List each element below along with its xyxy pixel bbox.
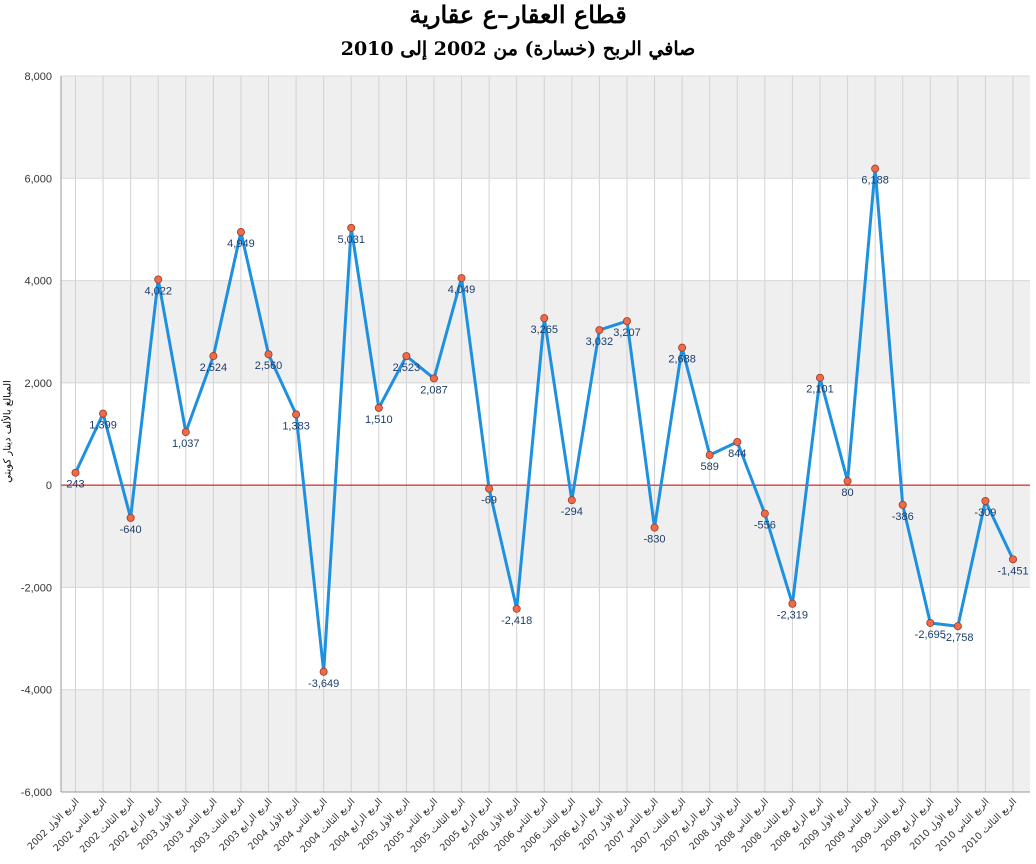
y-tick-label: -4,000 bbox=[21, 685, 52, 697]
data-label: 4,049 bbox=[448, 284, 476, 296]
data-point bbox=[815, 373, 824, 382]
data-label: 1,037 bbox=[172, 438, 200, 450]
data-label: -1,451 bbox=[997, 565, 1028, 577]
data-label: -556 bbox=[754, 520, 776, 532]
data-label: 4,949 bbox=[227, 238, 255, 250]
data-label: 3,032 bbox=[586, 336, 614, 348]
y-tick-label: -6,000 bbox=[21, 787, 52, 799]
data-point bbox=[154, 275, 163, 284]
chart-title: قطاع العقار–ع عقارية bbox=[409, 0, 627, 29]
data-point bbox=[678, 343, 687, 352]
data-label: 5,031 bbox=[337, 234, 365, 246]
data-label: 3,265 bbox=[530, 324, 558, 336]
data-label: 4,022 bbox=[144, 285, 172, 297]
data-point bbox=[898, 500, 907, 509]
data-label: 2,524 bbox=[200, 362, 228, 374]
data-label: -2,418 bbox=[501, 615, 532, 627]
data-label: 2,101 bbox=[806, 384, 834, 396]
data-label: 80 bbox=[841, 487, 853, 499]
data-label: 3,207 bbox=[613, 327, 641, 339]
data-label: 1,383 bbox=[282, 420, 310, 432]
data-point bbox=[788, 599, 797, 608]
grid-band bbox=[61, 689, 1030, 792]
data-label: -2,695 bbox=[915, 629, 946, 641]
data-point bbox=[264, 350, 273, 359]
data-label: 1,399 bbox=[89, 420, 117, 432]
data-point bbox=[512, 604, 521, 613]
data-point bbox=[429, 374, 438, 383]
data-label: -3,649 bbox=[308, 678, 339, 690]
data-point bbox=[595, 326, 604, 335]
data-label: -640 bbox=[120, 524, 142, 536]
data-point bbox=[843, 477, 852, 486]
data-point bbox=[319, 667, 328, 676]
data-label: 6,188 bbox=[861, 175, 889, 187]
y-tick-label: 0 bbox=[46, 480, 52, 492]
data-point bbox=[236, 228, 245, 237]
data-label: -386 bbox=[892, 511, 914, 523]
data-point bbox=[567, 496, 576, 505]
data-point bbox=[71, 468, 80, 477]
data-point bbox=[622, 317, 631, 326]
data-point bbox=[292, 410, 301, 419]
data-point bbox=[926, 618, 935, 627]
data-label: 844 bbox=[728, 448, 746, 460]
data-point bbox=[485, 484, 494, 493]
data-point bbox=[650, 523, 659, 532]
y-tick-label: -2,000 bbox=[21, 582, 52, 594]
data-point bbox=[871, 164, 880, 173]
data-label: 2,560 bbox=[255, 360, 283, 372]
data-point bbox=[374, 403, 383, 412]
data-point bbox=[1009, 555, 1018, 564]
data-point bbox=[953, 622, 962, 631]
data-point bbox=[733, 437, 742, 446]
y-tick-label: 2,000 bbox=[24, 378, 52, 390]
data-label: 2,087 bbox=[420, 384, 448, 396]
data-point bbox=[209, 352, 218, 361]
data-label: 589 bbox=[701, 461, 719, 473]
grid-band bbox=[61, 485, 1030, 588]
data-label: 2,523 bbox=[393, 362, 421, 374]
data-label: -294 bbox=[561, 506, 583, 518]
y-tick-label: 4,000 bbox=[24, 276, 52, 288]
data-point bbox=[99, 409, 108, 418]
data-label: 1,510 bbox=[365, 414, 393, 426]
chart-subtitle: صافي الربح (خسارة) من 2002 إلى 2010 bbox=[340, 38, 696, 60]
data-point bbox=[540, 314, 549, 323]
y-tick-label: 6,000 bbox=[24, 173, 52, 185]
data-label: -69 bbox=[481, 495, 497, 507]
data-label: 243 bbox=[66, 479, 84, 491]
data-point bbox=[705, 451, 714, 460]
data-point bbox=[457, 274, 466, 283]
y-tick-label: 8,000 bbox=[24, 71, 52, 83]
data-point bbox=[347, 223, 356, 232]
data-point bbox=[126, 513, 135, 522]
data-point bbox=[981, 496, 990, 505]
data-point bbox=[402, 352, 411, 361]
data-point bbox=[760, 509, 769, 518]
data-point bbox=[181, 428, 190, 437]
data-label: -2,319 bbox=[777, 610, 808, 622]
data-label: -2,758 bbox=[942, 632, 973, 644]
grid-band bbox=[61, 76, 1030, 179]
data-label: 2,688 bbox=[668, 354, 696, 366]
data-label: -830 bbox=[644, 534, 666, 546]
data-label: -309 bbox=[974, 507, 996, 519]
